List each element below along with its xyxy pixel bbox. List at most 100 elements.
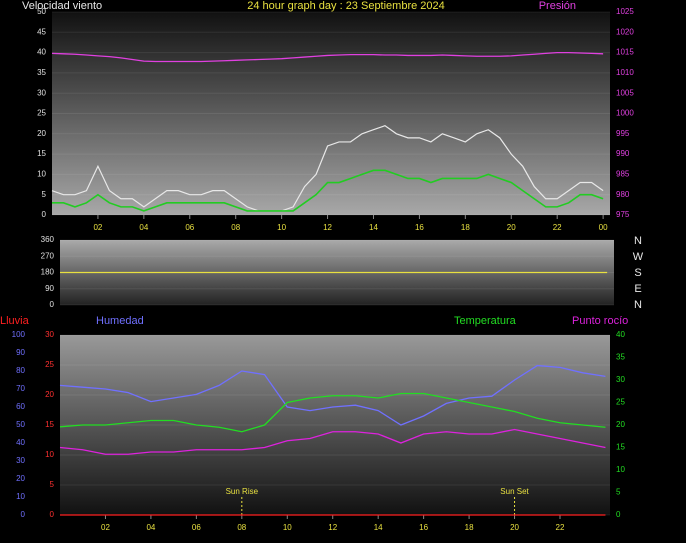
y-tick-label: 50	[37, 7, 46, 16]
y3-tick-label: 30	[16, 456, 25, 465]
sun-label: Sun Set	[500, 487, 529, 496]
y2-tick-label: 985	[616, 170, 630, 179]
y-tick-label: 10	[37, 170, 46, 179]
series-line	[52, 169, 604, 212]
y2-tick-label: 15	[616, 443, 625, 452]
y2-tick-label: 1010	[616, 68, 634, 77]
y-tick-label: 25	[45, 360, 54, 369]
x-tick-label: 16	[415, 223, 424, 232]
x-tick-label: 18	[461, 223, 470, 232]
x-tick-label: 08	[237, 523, 246, 532]
y-tick-label: 10	[45, 450, 54, 459]
x-tick-label: 00	[599, 223, 608, 232]
x-tick-label: 04	[146, 523, 155, 532]
y3-tick-label: 100	[12, 330, 26, 339]
y-tick-label: 0	[42, 210, 47, 219]
y2-tick-label: 995	[616, 129, 630, 138]
x-tick-label: 20	[510, 523, 519, 532]
sun-label: Sun Rise	[226, 487, 259, 496]
y3-tick-label: 10	[16, 492, 25, 501]
y2-tick-label: 975	[616, 210, 630, 219]
y-tick-label: 0	[50, 300, 55, 309]
x-tick-label: 04	[139, 223, 148, 232]
y3-tick-label: 80	[16, 366, 25, 375]
series-line	[59, 392, 606, 433]
x-tick-label: 12	[328, 523, 337, 532]
x-tick-label: 10	[283, 523, 292, 532]
legend-label: Punto rocío	[572, 315, 628, 327]
compass-label: E	[634, 283, 641, 295]
x-tick-label: 12	[323, 223, 332, 232]
x-tick-label: 06	[192, 523, 201, 532]
x-tick-label: 16	[419, 523, 428, 532]
y-tick-label: 45	[37, 27, 46, 36]
compass-label: W	[633, 251, 644, 263]
y-tick-label: 180	[41, 268, 55, 277]
x-tick-label: 20	[507, 223, 516, 232]
y2-tick-label: 1025	[616, 7, 634, 16]
y2-tick-label: 1020	[616, 27, 634, 36]
y2-tick-label: 35	[616, 353, 625, 362]
y2-tick-label: 30	[616, 375, 625, 384]
y-tick-label: 20	[45, 390, 54, 399]
y3-tick-label: 70	[16, 384, 25, 393]
y-tick-label: 25	[37, 109, 46, 118]
y2-tick-label: 25	[616, 398, 625, 407]
x-tick-label: 18	[465, 523, 474, 532]
legend-label: Humedad	[96, 315, 144, 327]
y3-tick-label: 40	[16, 438, 25, 447]
y-tick-label: 30	[45, 330, 54, 339]
chart-title: 24 hour graph day : 23 Septiembre 2024	[247, 0, 445, 12]
legend-label: Temperatura	[454, 315, 517, 327]
y2-tick-label: 980	[616, 190, 630, 199]
y-tick-label: 5	[50, 480, 55, 489]
y2-tick-label: 40	[616, 330, 625, 339]
y-tick-label: 30	[37, 88, 46, 97]
y-tick-label: 360	[41, 235, 55, 244]
y2-axis-label: Presión	[539, 0, 576, 12]
compass-label: S	[634, 267, 641, 279]
x-tick-label: 14	[369, 223, 378, 232]
series-line	[59, 428, 606, 455]
y3-tick-label: 50	[16, 420, 25, 429]
y-tick-label: 90	[45, 284, 54, 293]
series-line	[51, 125, 604, 212]
y-tick-label: 35	[37, 68, 46, 77]
y2-tick-label: 0	[616, 510, 621, 519]
y-tick-label: 5	[42, 190, 47, 199]
plot-area	[52, 12, 610, 215]
y-tick-label: 15	[45, 420, 54, 429]
x-tick-label: 06	[185, 223, 194, 232]
y2-tick-label: 10	[616, 465, 625, 474]
y2-tick-label: 1005	[616, 88, 634, 97]
y-tick-label: 15	[37, 149, 46, 158]
x-tick-label: 14	[374, 523, 383, 532]
y3-tick-label: 90	[16, 348, 25, 357]
y2-tick-label: 990	[616, 149, 630, 158]
y-axis-label: Velocidad viento	[22, 0, 102, 12]
series-line	[59, 364, 606, 426]
y2-tick-label: 1000	[616, 109, 634, 118]
x-tick-label: 10	[277, 223, 286, 232]
series-line	[51, 51, 604, 63]
x-tick-label: 22	[553, 223, 562, 232]
compass-label: N	[634, 299, 642, 311]
y-tick-label: 270	[41, 251, 55, 260]
plot-area	[60, 335, 610, 515]
compass-label: N	[634, 235, 642, 247]
y2-tick-label: 1015	[616, 48, 634, 57]
x-tick-label: 08	[231, 223, 240, 232]
y2-tick-label: 5	[616, 488, 621, 497]
x-tick-label: 22	[556, 523, 565, 532]
x-tick-label: 02	[101, 523, 110, 532]
y3-tick-label: 0	[21, 510, 26, 519]
y2-tick-label: 20	[616, 420, 625, 429]
legend-label: Lluvia	[0, 315, 30, 327]
y-tick-label: 40	[37, 48, 46, 57]
y-tick-label: 0	[50, 510, 55, 519]
y3-tick-label: 20	[16, 474, 25, 483]
x-tick-label: 02	[93, 223, 102, 232]
y-tick-label: 20	[37, 129, 46, 138]
y3-tick-label: 60	[16, 402, 25, 411]
